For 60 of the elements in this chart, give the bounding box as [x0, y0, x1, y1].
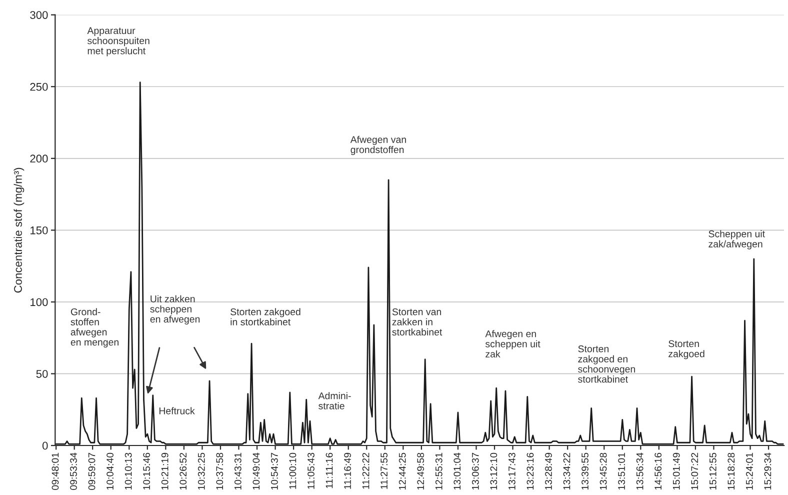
y-axis-title: Concentratie stof (mg/m³)	[14, 168, 24, 293]
x-tick-label: 12:49:58	[417, 452, 424, 490]
x-tick-label: 13:12:10	[490, 452, 498, 490]
x-tick-label: 09:48:01	[52, 452, 59, 490]
x-tick-label: 10:54:37	[271, 452, 278, 490]
annotation: Uit zakken scheppen en afwegen	[150, 295, 200, 325]
x-tick-label: 13:06:37	[472, 452, 479, 490]
annotation: Scheppen uit zak/afwegen	[708, 230, 765, 250]
y-tick-label: 250	[30, 82, 48, 91]
x-tick-label: 11:00:10	[289, 452, 296, 489]
y-tick-label: 50	[36, 370, 48, 378]
x-tick-label: 11:27:55	[380, 452, 388, 489]
x-tick-label: 12:55:31	[435, 452, 442, 490]
x-tick-label: 09:53:34	[70, 452, 77, 490]
x-tick-label: 10:15:46	[143, 452, 150, 490]
x-tick-label: 10:43:31	[234, 452, 242, 490]
x-tick-label: 11:05:43	[308, 452, 314, 489]
x-tick-label: 13:56:34	[636, 452, 644, 490]
y-tick-label: 300	[30, 11, 48, 19]
x-tick-label: 13:34:22	[563, 452, 570, 490]
x-tick-label: 13:23:16	[526, 452, 534, 490]
annotation: Storten zakgoed en schoonvegen stortkabinet	[578, 345, 635, 383]
annotation: Admini- stratie	[318, 392, 351, 410]
x-tick-label: 10:10:13	[124, 452, 132, 490]
x-tick-label: 10:04:40	[106, 452, 114, 490]
y-tick-label: 150	[30, 226, 48, 234]
annotation: Storten zakgoed	[668, 340, 704, 360]
x-tick-label: 13:45:28	[600, 452, 607, 490]
annotation: Storten zakgoed in stortkabinet	[230, 308, 300, 326]
x-tick-label: 13:51:01	[618, 452, 625, 490]
y-tick-label: 0	[42, 442, 48, 450]
annotation: Afwegen van grondstoffen	[350, 136, 406, 156]
annotation: Heftruck	[159, 407, 195, 414]
annotation: Grond- stoffen afwegen en mengen	[70, 308, 118, 348]
x-tick-label: 13:28:49	[545, 452, 552, 490]
x-tick-label: 14:56:16	[654, 452, 662, 490]
x-tick-label: 10:21:19	[161, 452, 168, 490]
x-tick-label: 10:26:52	[180, 452, 187, 490]
x-tick-label: 13:01:04	[454, 452, 461, 490]
x-tick-label: 15:29:34	[764, 452, 772, 490]
x-tick-label: 13:17:43	[508, 452, 516, 490]
x-tick-label: 11:22:22	[362, 452, 370, 489]
annotation: Apparatuur schoonspuiten met perslucht	[87, 27, 150, 56]
x-tick-label: 13:39:55	[582, 452, 588, 490]
x-tick-label: 12:44:25	[398, 452, 406, 490]
x-tick-label: 15:01:49	[672, 452, 680, 490]
x-tick-label: 15:18:28	[728, 452, 735, 490]
x-tick-label: 10:37:58	[216, 452, 224, 490]
x-tick-label: 15:12:55	[709, 452, 716, 490]
annotation: Afwegen en scheppen uit zak	[485, 330, 540, 358]
y-tick-label: 200	[30, 154, 48, 163]
x-tick-label: 10:32:25	[198, 452, 205, 490]
x-tick-label: 09:59:07	[88, 452, 96, 490]
x-tick-label: 10:49:04	[252, 452, 260, 490]
x-tick-label: 11:16:49	[344, 452, 351, 489]
annotation: Storten van zakken in stortkabinet	[392, 308, 442, 336]
x-tick-label: 11:11:16	[326, 452, 333, 488]
y-tick-label: 100	[30, 298, 48, 306]
x-tick-label: 15:07:22	[691, 452, 698, 490]
x-tick-label: 15:24:01	[746, 452, 753, 490]
